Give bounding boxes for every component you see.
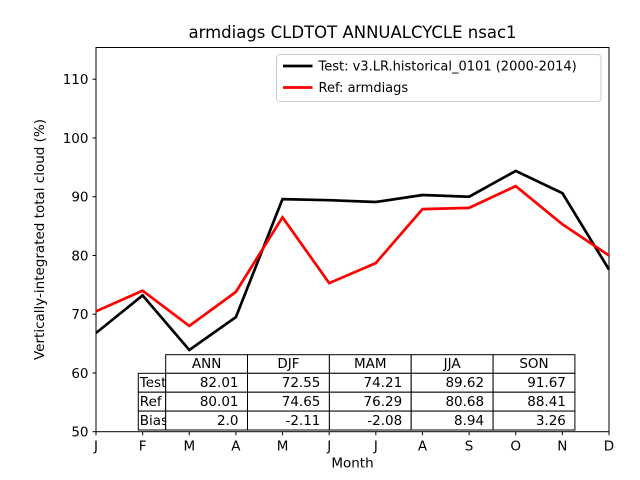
- ref-series-line: [95, 184, 610, 328]
- table-value: 2.0: [217, 413, 238, 429]
- test-legend-label: Test: v3.LR.historical_0101 (2000-2014): [318, 60, 577, 75]
- x-tick-label: S: [465, 439, 474, 455]
- ref-legend-label: Ref: armdiags: [319, 81, 409, 96]
- x-tick-label: O: [510, 439, 521, 455]
- x-tick-label: D: [604, 439, 614, 455]
- table-value: 74.21: [364, 375, 403, 391]
- table-row-label: Test: [139, 375, 167, 391]
- table-value: 80.01: [200, 394, 239, 410]
- y-tick-label: 60: [71, 366, 88, 382]
- x-tick-label: N: [557, 439, 567, 455]
- table-value: 3.26: [536, 413, 566, 429]
- chart-title: armdiags CLDTOT ANNUALCYCLE nsac1: [188, 23, 516, 42]
- x-tick-label: A: [231, 439, 241, 455]
- y-tick-label: 80: [71, 248, 88, 264]
- y-tick-label: 110: [63, 72, 89, 88]
- x-tick-label: J: [373, 439, 378, 455]
- x-tick-label: J: [326, 439, 331, 455]
- x-tick-label: M: [183, 439, 195, 455]
- table-column-header: SON: [519, 356, 548, 372]
- table-value: 88.41: [527, 394, 566, 410]
- x-axis-label: Month: [331, 456, 373, 472]
- table-value: 80.68: [445, 394, 484, 410]
- table-value: 91.67: [527, 375, 566, 391]
- legend-box: [276, 54, 602, 102]
- y-tick-label: 50: [71, 425, 88, 441]
- table-value: 76.29: [364, 394, 403, 410]
- plot-frame: [95, 47, 610, 433]
- table-column-header: ANN: [192, 356, 221, 372]
- table-value: 74.65: [282, 394, 321, 410]
- y-tick-label: 70: [71, 307, 88, 323]
- table-value: 72.55: [282, 375, 321, 391]
- y-axis-ticks: 50 60 70 80 90 100 110: [63, 72, 96, 441]
- table-value: -2.08: [367, 413, 402, 429]
- y-tick-label: 100: [63, 131, 89, 147]
- table-column-header: DJF: [277, 356, 299, 372]
- table-column-header: JJA: [443, 356, 462, 372]
- y-axis-label: Vertically-integrated total cloud (%): [32, 119, 48, 360]
- table-value: 82.01: [200, 375, 239, 391]
- x-tick-label: M: [277, 439, 289, 455]
- legend: Test: v3.LR.historical_0101 (2000-2014) R…: [276, 54, 602, 102]
- table-value: -2.11: [285, 413, 320, 429]
- x-tick-label: A: [418, 439, 428, 455]
- table-cell: [492, 410, 576, 431]
- table-column-header: MAM: [354, 356, 387, 372]
- table-row-label: Ref: [140, 394, 163, 410]
- x-tick-label: F: [139, 439, 147, 455]
- table-value: 8.94: [454, 413, 484, 429]
- x-tick-label: J: [93, 439, 98, 455]
- table-value: 89.62: [445, 375, 484, 391]
- table-row-label: Bias: [140, 413, 168, 429]
- test-series-line: [95, 169, 611, 352]
- stats-table: ANN DJF MAM JJA SON Test 82.01 72.55 74.21 89.62 9…: [137, 354, 576, 431]
- y-tick-label: 90: [71, 190, 88, 206]
